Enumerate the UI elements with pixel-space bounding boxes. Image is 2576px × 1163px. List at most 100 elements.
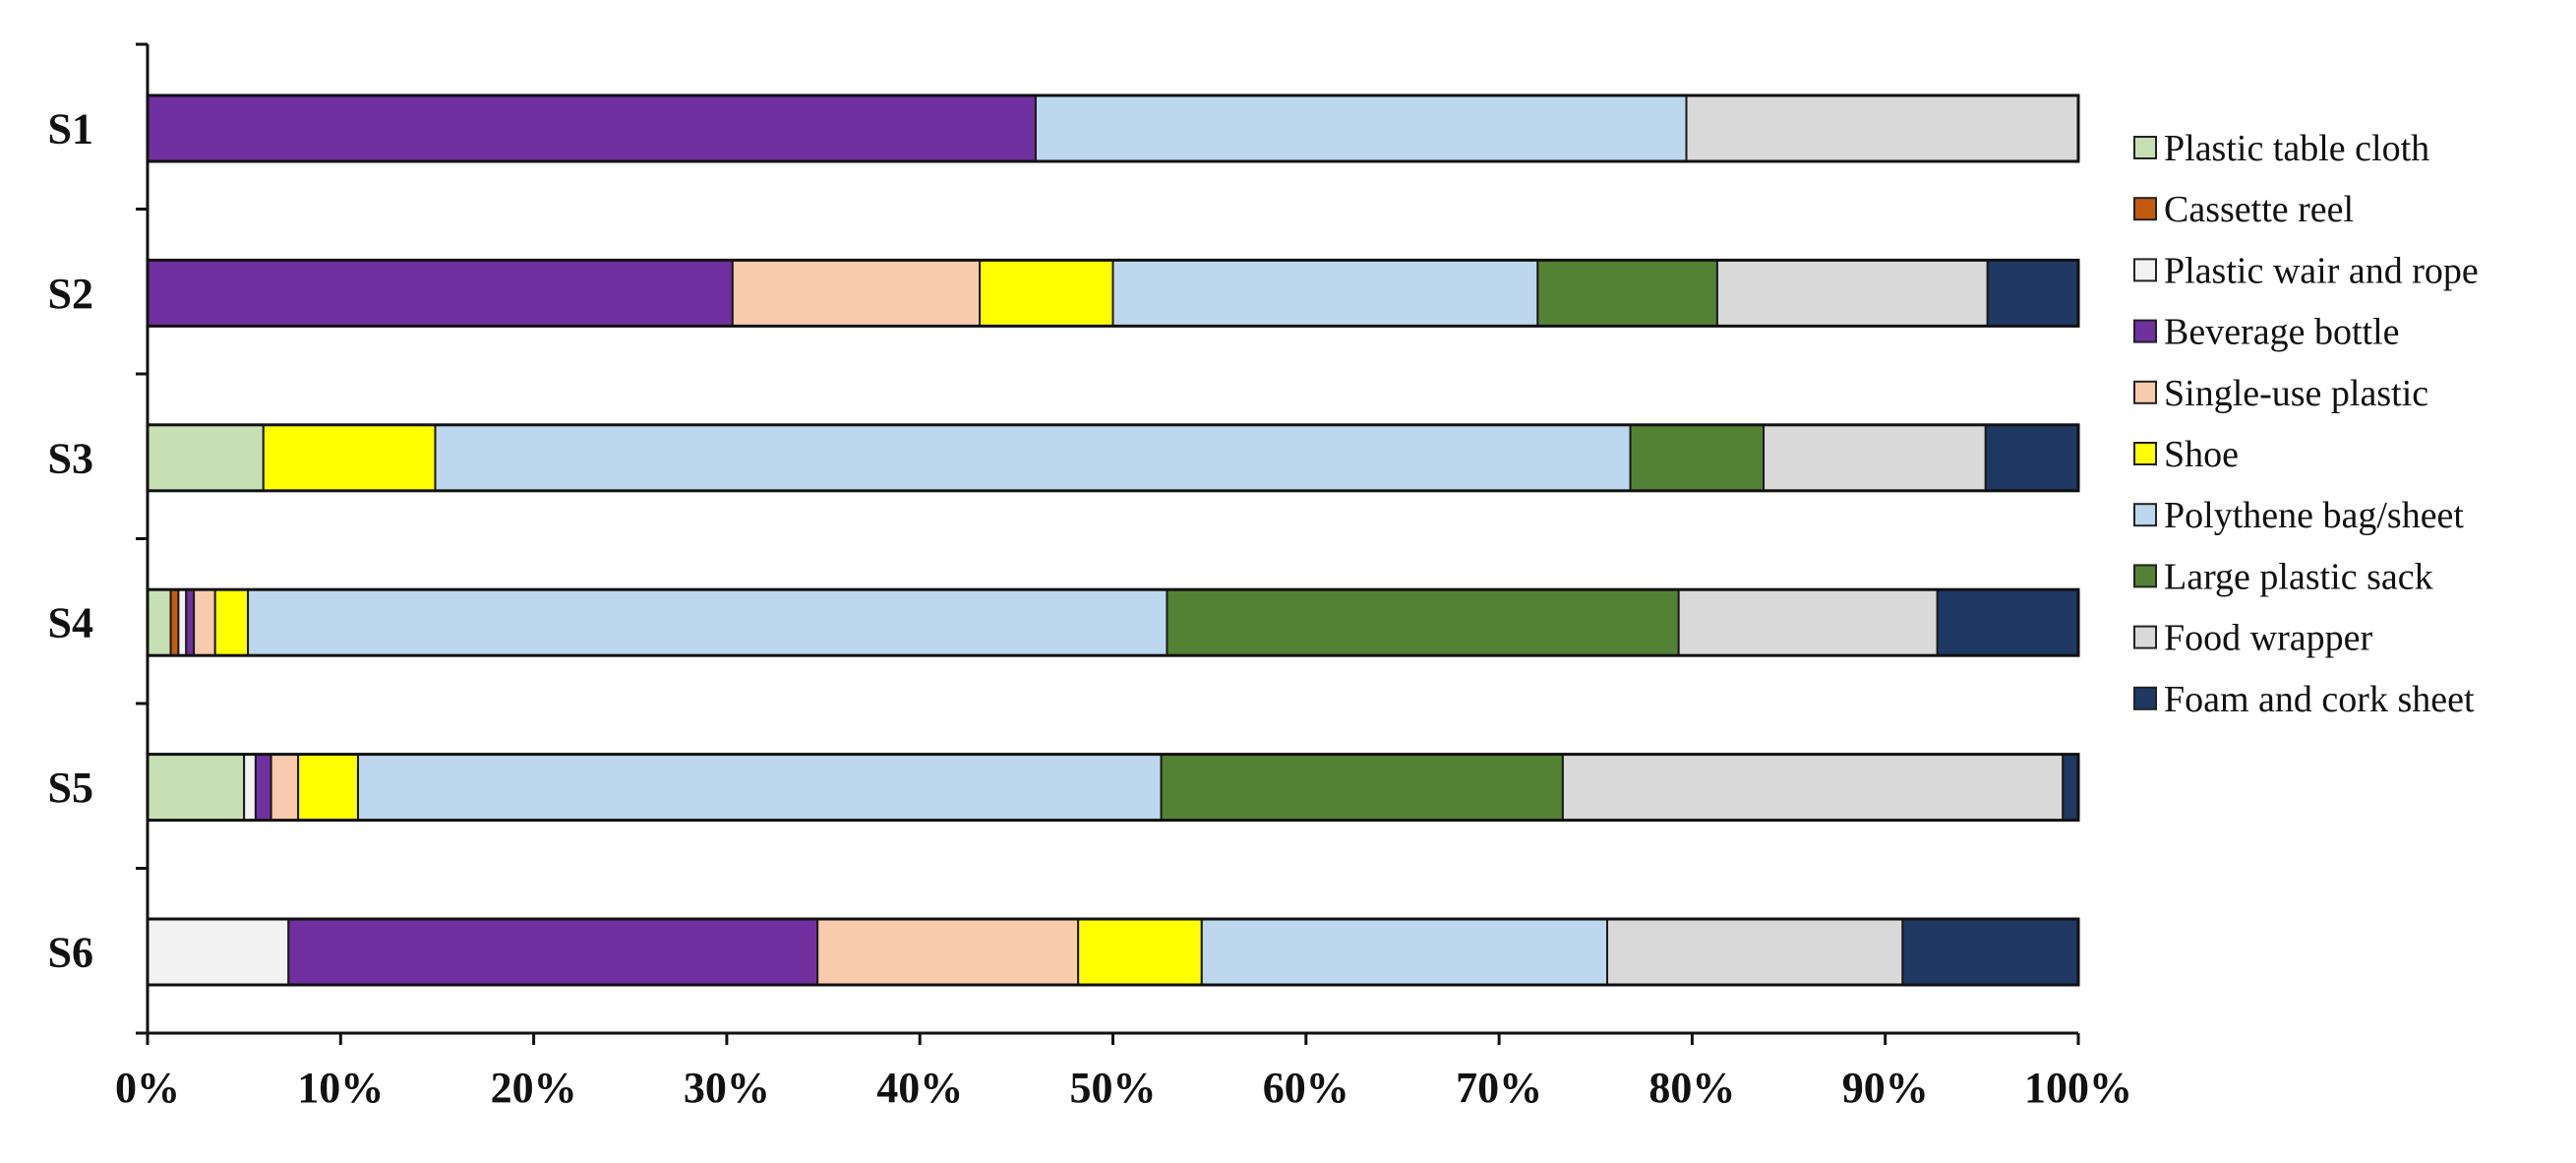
- bar-segment: [262, 423, 437, 492]
- legend-swatch: [2133, 686, 2157, 710]
- legend-swatch: [2133, 503, 2157, 527]
- category-labels: S1 S2 S3 S4 S5 S6: [48, 105, 93, 977]
- category-label: S4: [48, 599, 93, 647]
- bar-segment: [356, 753, 1163, 822]
- bar-outline: [146, 753, 2080, 823]
- legend-label: Food wrapper: [2164, 618, 2372, 659]
- axes: [136, 42, 2080, 1045]
- bar-segment: [1160, 753, 1564, 822]
- bar-segment: [434, 423, 1632, 492]
- bar-segment: [1763, 423, 1987, 492]
- legend-item: Beverage bottle: [2133, 312, 2400, 353]
- bar-segment: [1936, 588, 2080, 657]
- bar-segment: [979, 259, 1114, 328]
- bar-segment: [1166, 588, 1680, 657]
- x-tick-labels: 0% 10% 20% 30% 40% 50% 60% 70% 80% 90% 100%: [115, 1064, 2132, 1112]
- category-label: S5: [48, 764, 93, 812]
- bar-segment: [147, 588, 172, 657]
- legend-item: Shoe: [2133, 434, 2239, 475]
- bar-segment: [185, 588, 196, 657]
- x-tick-label: 0%: [115, 1064, 180, 1112]
- bar-segment: [254, 753, 272, 822]
- x-tick-label: 90%: [1842, 1064, 1929, 1112]
- x-tick-label: 20%: [491, 1064, 577, 1112]
- category-label: S2: [48, 270, 93, 318]
- bar-segment: [1901, 918, 2079, 986]
- legend-swatch: [2133, 380, 2157, 404]
- bar-row-s3: [146, 423, 2080, 493]
- bar-row-s4: [146, 587, 2080, 657]
- bar-outline: [146, 258, 2080, 328]
- legend-label: Cassette reel: [2164, 189, 2354, 230]
- legend-swatch: [2133, 564, 2157, 588]
- x-tick-label: 40%: [876, 1064, 963, 1112]
- bar-segment: [169, 588, 180, 657]
- bar-segment: [147, 259, 734, 328]
- bar-segment: [243, 753, 257, 822]
- bar-segment: [147, 94, 1037, 162]
- legend-label: Foam and cork sheet: [2164, 679, 2475, 720]
- legend-swatch: [2133, 625, 2157, 649]
- legend-label: Plastic wair and rope: [2164, 250, 2479, 291]
- bar-outline: [146, 93, 2080, 163]
- bar-segment: [2062, 753, 2079, 822]
- legend-item: Foam and cork sheet: [2133, 679, 2475, 720]
- bar-segment: [177, 588, 188, 657]
- legend-item: Large plastic sack: [2133, 556, 2433, 597]
- category-label: S6: [48, 929, 93, 977]
- legend-item: Polythene bag/sheet: [2133, 495, 2464, 536]
- bar-segment: [1561, 753, 2065, 822]
- bar-segment: [297, 753, 359, 822]
- bar-row-s2: [146, 258, 2080, 328]
- bar-segment: [287, 918, 819, 986]
- bar-segment: [147, 423, 265, 492]
- x-tick-label: 70%: [1456, 1064, 1542, 1112]
- bar-row-s1: [146, 93, 2080, 163]
- bar-segment: [193, 588, 216, 657]
- x-tick-label: 80%: [1648, 1064, 1735, 1112]
- bar-segment: [247, 588, 1168, 657]
- bar-segment: [1629, 423, 1766, 492]
- legend: Plastic table cloth Cassette reel Plastic …: [2133, 128, 2479, 720]
- x-tick-label: 50%: [1070, 1064, 1157, 1112]
- legend-swatch: [2133, 258, 2157, 282]
- legend-item: Food wrapper: [2133, 618, 2372, 659]
- legend-swatch: [2133, 319, 2157, 343]
- bar-segment: [1986, 259, 2080, 328]
- bar-segment: [147, 753, 246, 822]
- bar-row-s5: [146, 753, 2080, 823]
- legend-item: Plastic wair and rope: [2133, 250, 2479, 291]
- legend-label: Shoe: [2164, 434, 2239, 475]
- bar-segment: [816, 918, 1080, 986]
- legend-label: Large plastic sack: [2164, 556, 2433, 597]
- bar-segment: [1077, 918, 1203, 986]
- bar-segment: [213, 588, 250, 657]
- x-tick-label: 30%: [684, 1064, 770, 1112]
- legend-item: Single-use plastic: [2133, 373, 2428, 414]
- legend-label: Single-use plastic: [2164, 373, 2428, 414]
- legend-swatch: [2133, 442, 2157, 465]
- bar-segment: [1536, 259, 1718, 328]
- bars: [146, 93, 2080, 987]
- x-tick-label: 100%: [2024, 1064, 2132, 1112]
- legend-label: Polythene bag/sheet: [2164, 495, 2464, 536]
- legend-swatch: [2133, 136, 2157, 159]
- x-tick-label: 60%: [1263, 1064, 1349, 1112]
- bar-segment: [731, 259, 982, 328]
- x-tick-label: 10%: [297, 1064, 384, 1112]
- bar-segment: [1111, 259, 1539, 328]
- bar-segment: [1606, 918, 1904, 986]
- bar-segment: [1685, 94, 2079, 162]
- legend-item: Cassette reel: [2133, 189, 2354, 230]
- category-label: S1: [48, 105, 93, 153]
- bar-segment: [147, 918, 290, 986]
- bar-segment: [270, 753, 300, 822]
- bar-row-s6: [146, 917, 2080, 987]
- bar-outline: [146, 917, 2080, 987]
- bar-segment: [1200, 918, 1609, 986]
- legend-swatch: [2133, 197, 2157, 221]
- bar-outline: [146, 423, 2080, 493]
- legend-label: Beverage bottle: [2164, 312, 2400, 353]
- legend-label: Plastic table cloth: [2164, 128, 2429, 169]
